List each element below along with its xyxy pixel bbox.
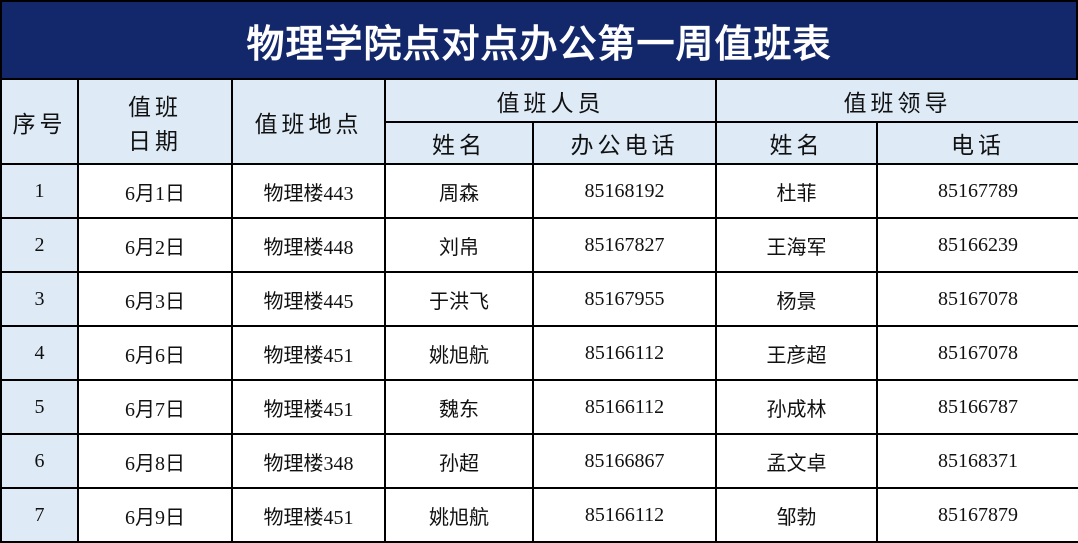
cell-date: 6月2日 [77,217,233,273]
cell-index: 2 [0,217,79,273]
header-leader-name: 姓名 [715,121,878,165]
cell-index: 3 [0,271,79,327]
header-date-line1: 值班 [128,94,182,121]
header-staff-phone: 办公电话 [532,121,717,165]
table-row: 5 6月7日 物理楼451 魏东 85166112 孙成林 85166787 [0,379,1078,435]
cell-staff-phone: 85166112 [532,379,717,435]
table-row: 6 6月8日 物理楼348 孙超 85166867 孟文卓 85168371 [0,433,1078,489]
cell-location: 物理楼451 [231,379,386,435]
cell-index: 1 [0,163,79,219]
cell-staff-phone: 85168192 [532,163,717,219]
cell-index: 4 [0,325,79,381]
cell-leader-name: 杜菲 [715,163,878,219]
header-staff-name: 姓名 [384,121,534,165]
header-index: 序号 [0,78,79,165]
cell-leader-name: 孟文卓 [715,433,878,489]
header-leader-group: 值班领导 [715,78,1078,123]
cell-staff-name: 于洪飞 [384,271,534,327]
cell-leader-phone: 85167789 [876,163,1078,219]
cell-leader-name: 邹勃 [715,487,878,543]
table-row: 7 6月9日 物理楼451 姚旭航 85166112 邹勃 85167879 [0,487,1078,543]
cell-index: 6 [0,433,79,489]
cell-staff-phone: 85166867 [532,433,717,489]
cell-leader-phone: 85167078 [876,325,1078,381]
cell-leader-phone: 85168371 [876,433,1078,489]
cell-leader-name: 孙成林 [715,379,878,435]
cell-staff-name: 姚旭航 [384,487,534,543]
cell-staff-name: 孙超 [384,433,534,489]
cell-location: 物理楼448 [231,217,386,273]
cell-date: 6月3日 [77,271,233,327]
header-date: 值班 日期 [77,78,233,165]
cell-leader-phone: 85166239 [876,217,1078,273]
page-title: 物理学院点对点办公第一周值班表 [0,0,1078,78]
header-location: 值班地点 [231,78,386,165]
cell-staff-phone: 85167955 [532,271,717,327]
cell-staff-name: 姚旭航 [384,325,534,381]
cell-date: 6月9日 [77,487,233,543]
cell-date: 6月8日 [77,433,233,489]
cell-index: 5 [0,379,79,435]
cell-date: 6月7日 [77,379,233,435]
cell-staff-phone: 85167827 [532,217,717,273]
table-row: 3 6月3日 物理楼445 于洪飞 85167955 杨景 85167078 [0,271,1078,327]
cell-staff-name: 魏东 [384,379,534,435]
cell-date: 6月6日 [77,325,233,381]
cell-leader-name: 王彦超 [715,325,878,381]
cell-location: 物理楼348 [231,433,386,489]
cell-leader-phone: 85167879 [876,487,1078,543]
table-row: 4 6月6日 物理楼451 姚旭航 85166112 王彦超 85167078 [0,325,1078,381]
cell-leader-name: 王海军 [715,217,878,273]
cell-index: 7 [0,487,79,543]
cell-location: 物理楼445 [231,271,386,327]
table-row: 1 6月1日 物理楼443 周森 85168192 杜菲 85167789 [0,163,1078,219]
cell-leader-phone: 85167078 [876,271,1078,327]
header-staff-group: 值班人员 [384,78,717,123]
duty-table: 序号 值班 日期 值班地点 值班人员 值班领导 姓名 办公电话 姓名 电话 1 6月… [0,78,1078,543]
header-date-line2: 日期 [128,128,182,155]
header-leader-phone: 电话 [876,121,1078,165]
cell-location: 物理楼451 [231,325,386,381]
cell-date: 6月1日 [77,163,233,219]
cell-staff-name: 刘帛 [384,217,534,273]
table-row: 2 6月2日 物理楼448 刘帛 85167827 王海军 85166239 [0,217,1078,273]
cell-leader-name: 杨景 [715,271,878,327]
cell-leader-phone: 85166787 [876,379,1078,435]
cell-staff-phone: 85166112 [532,325,717,381]
cell-staff-name: 周森 [384,163,534,219]
cell-location: 物理楼451 [231,487,386,543]
cell-location: 物理楼443 [231,163,386,219]
cell-staff-phone: 85166112 [532,487,717,543]
